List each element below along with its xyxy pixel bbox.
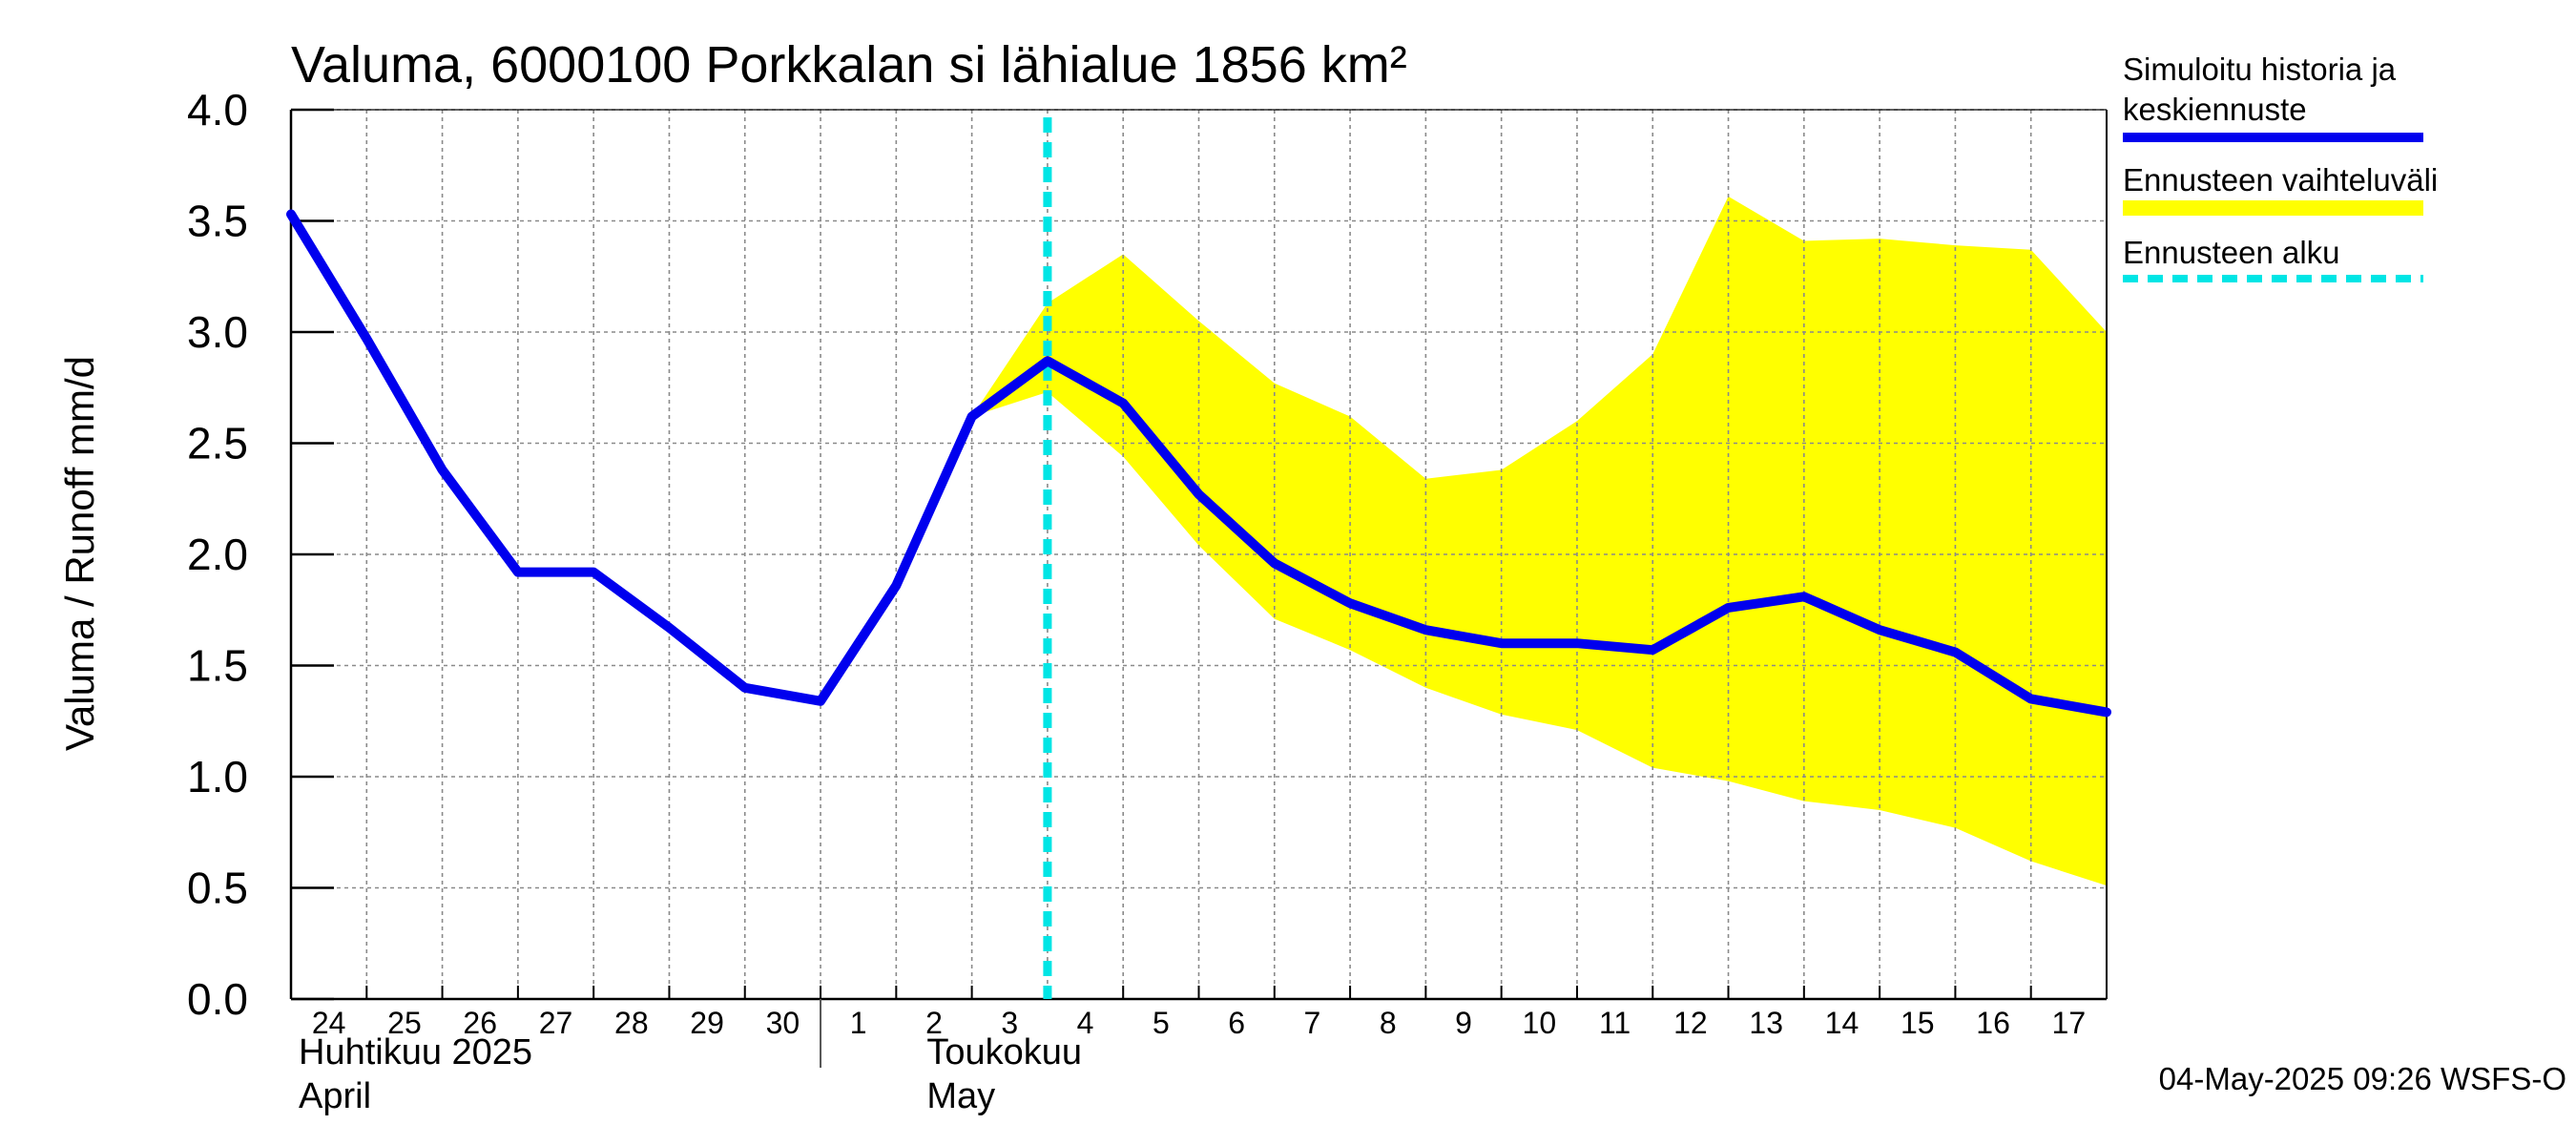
y-tick-label: 0.5	[187, 864, 248, 913]
x-tick-label: 26	[463, 1006, 497, 1040]
x-tick-label: 28	[614, 1006, 649, 1040]
month-label-fi: Toukokuu	[926, 1032, 1082, 1072]
legend-text: Simuloitu historia ja	[2123, 52, 2397, 87]
legend-text: Ennusteen alku	[2123, 235, 2340, 270]
x-tick-label: 7	[1304, 1006, 1321, 1040]
x-tick-label: 2	[925, 1006, 943, 1040]
x-tick-label: 13	[1749, 1006, 1783, 1040]
x-tick-label: 8	[1380, 1006, 1397, 1040]
x-tick-label: 10	[1523, 1006, 1557, 1040]
x-tick-label: 17	[2052, 1006, 2087, 1040]
x-tick-label: 11	[1599, 1006, 1631, 1040]
forecast-range-band	[971, 196, 2107, 886]
legend-text: Ennusteen vaihteluväli	[2123, 162, 2438, 198]
y-tick-label: 0.0	[187, 974, 248, 1024]
x-tick-label: 12	[1673, 1006, 1708, 1040]
y-tick-label: 1.5	[187, 641, 248, 691]
y-tick-label: 2.5	[187, 419, 248, 468]
x-tick-label: 9	[1455, 1006, 1472, 1040]
x-tick-label: 24	[312, 1006, 346, 1040]
y-tick-label: 2.0	[187, 530, 248, 579]
x-tick-label: 4	[1077, 1006, 1094, 1040]
x-tick-label: 6	[1228, 1006, 1245, 1040]
x-tick-label: 14	[1825, 1006, 1859, 1040]
x-tick-label: 5	[1153, 1006, 1170, 1040]
chart-title: Valuma, 6000100 Porkkalan si lähialue 18…	[291, 36, 1407, 94]
x-tick-label: 30	[766, 1006, 800, 1040]
month-label-fi: Huhtikuu 2025	[299, 1032, 532, 1072]
x-tick-label: 29	[690, 1006, 724, 1040]
x-tick-label: 1	[850, 1006, 867, 1040]
y-tick-label: 3.0	[187, 307, 248, 357]
x-tick-label: 25	[387, 1006, 422, 1040]
x-tick-label: 27	[539, 1006, 573, 1040]
x-tick-label: 15	[1901, 1006, 1935, 1040]
y-tick-label: 3.5	[187, 197, 248, 246]
y-tick-label: 4.0	[187, 85, 248, 135]
x-tick-label: 3	[1001, 1006, 1018, 1040]
runoff-series-line	[286, 209, 2111, 718]
timestamp: 04-May-2025 09:26 WSFS-O	[2159, 1061, 2566, 1096]
month-label-en: April	[299, 1076, 371, 1116]
legend-text: keskiennuste	[2123, 92, 2307, 127]
x-tick-label: 16	[1976, 1006, 2010, 1040]
y-axis-label: Valuma / Runoff mm/d	[57, 356, 102, 751]
month-label-en: May	[926, 1076, 995, 1116]
grid	[291, 109, 2107, 999]
y-tick-label: 1.0	[187, 752, 248, 802]
